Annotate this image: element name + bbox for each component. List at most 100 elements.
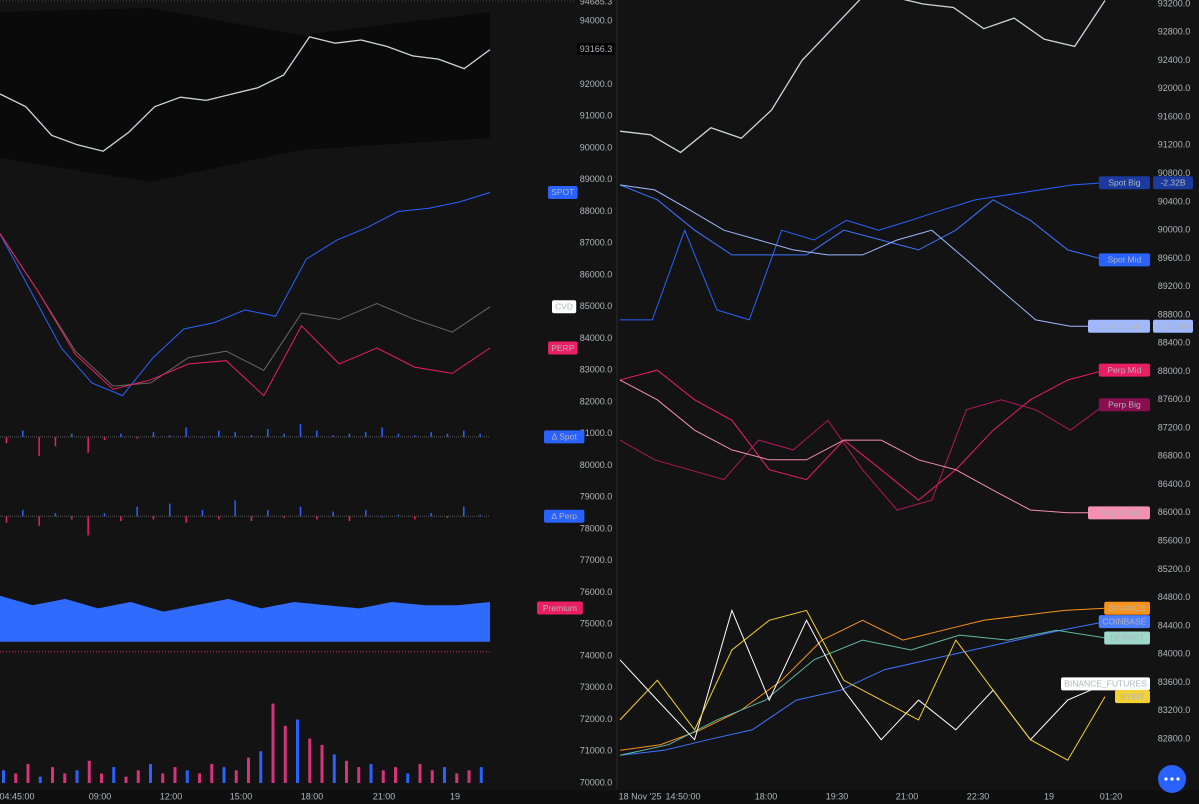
volume-bar <box>406 773 410 783</box>
y-tick-label: 90800.0 <box>1158 168 1191 178</box>
y-tick-label: 82800.0 <box>1158 733 1191 743</box>
x-tick-label: 15:00 <box>230 791 253 801</box>
y-tick-label: 88400.0 <box>1158 338 1191 348</box>
volume-bar <box>124 776 128 783</box>
badge-text: -910.36M <box>1155 321 1191 331</box>
x-tick-label: 18 Nov '25 <box>619 791 662 801</box>
histogram-bar <box>201 436 204 438</box>
histogram-bar <box>365 432 367 437</box>
histogram-bar <box>430 432 432 437</box>
menu-dot <box>1164 777 1168 781</box>
y-tick-label: 89600.0 <box>1158 253 1191 263</box>
histogram-bar <box>5 516 8 523</box>
series-badge <box>548 341 578 355</box>
series-badge <box>1088 506 1150 520</box>
y-tick-label: 84800.0 <box>1158 592 1191 602</box>
histogram-bar <box>348 433 351 437</box>
histogram-bar <box>87 436 89 453</box>
series-badge <box>1153 319 1193 333</box>
y-tick-label: 77000.0 <box>580 555 613 565</box>
y-tick-label: 88000.0 <box>580 206 613 216</box>
volume-bar <box>26 763 30 783</box>
y-tick-label: 73000.0 <box>580 682 613 692</box>
menu-dot <box>1170 777 1174 781</box>
volume-bar <box>247 757 250 783</box>
badge-text: Spot Small <box>1098 321 1139 331</box>
y-tick-label: 85000.0 <box>580 301 613 311</box>
volume-bar <box>63 773 67 783</box>
histogram-bar <box>152 516 155 520</box>
series-badge <box>544 509 585 523</box>
x-tick-label: 19 <box>1044 791 1054 801</box>
histogram-bar <box>71 516 73 520</box>
volume-bar <box>234 770 238 783</box>
badge-text: Δ Perp <box>551 511 577 521</box>
histogram-bar <box>430 513 432 517</box>
y-tick-label: 83600.0 <box>1158 677 1191 687</box>
volume-bar <box>357 767 361 783</box>
right-price-scale <box>1150 0 1199 790</box>
histogram-bar <box>381 516 383 518</box>
y-tick-label: 70000.0 <box>580 777 613 787</box>
y-tick-label: 90000.0 <box>580 142 613 152</box>
y-tick-label: 92800.0 <box>1158 27 1191 37</box>
volume-bar <box>467 770 471 783</box>
volume-bar <box>259 751 263 783</box>
y-tick-label: 80000.0 <box>580 460 613 470</box>
last-price-box <box>577 43 615 55</box>
volume-bar <box>75 770 79 783</box>
x-tick-label: 18:00 <box>755 791 778 801</box>
volume-bar <box>100 773 103 783</box>
y-tick-label: 92400.0 <box>1158 55 1191 65</box>
series-badge <box>1153 176 1193 190</box>
y-tick-label: 89200.0 <box>1158 281 1191 291</box>
y-tick-label: 82000.0 <box>580 396 613 406</box>
badge-text: Perp Big <box>1108 399 1141 409</box>
histogram-bar <box>299 506 302 517</box>
badge-text: DERIBIT <box>1110 633 1144 643</box>
y-tick-label: 79000.0 <box>580 492 613 502</box>
indicator-line <box>0 233 491 387</box>
histogram-bar <box>479 514 481 517</box>
badge-text: Δ Spot <box>552 432 578 442</box>
histogram-bar <box>218 430 220 437</box>
left-price-scale <box>575 0 617 790</box>
volume-bar <box>185 770 189 783</box>
histogram-bar <box>38 516 40 526</box>
histogram-bar <box>446 516 449 518</box>
price-scale-top-label: 94685.3 <box>580 0 613 6</box>
series-badge <box>1061 677 1150 691</box>
volume-bar <box>283 725 287 783</box>
histogram-bar <box>283 433 285 437</box>
histogram-bar <box>463 430 465 437</box>
histogram-bar <box>234 432 236 437</box>
y-tick-label: 91200.0 <box>1158 140 1191 150</box>
volume-bar <box>430 770 434 783</box>
series-line <box>619 609 1106 761</box>
y-tick-label: 85600.0 <box>1158 535 1191 545</box>
badge-text: BINANCE_FUTURES <box>1064 679 1147 689</box>
volume-bar <box>381 770 385 783</box>
histogram-bar <box>381 427 383 437</box>
series-line <box>619 399 1106 511</box>
badge-text: SPOT <box>551 187 574 197</box>
menu-button[interactable] <box>1158 765 1186 793</box>
histogram-bar <box>54 436 57 447</box>
badge-text: Spot Mid <box>1108 255 1142 265</box>
y-tick-label: 81000.0 <box>580 428 613 438</box>
series-badge <box>1098 398 1150 412</box>
badge-text: Premium <box>543 603 577 613</box>
histogram-bar <box>332 511 334 517</box>
series-line <box>619 621 1106 756</box>
y-tick-label: 75000.0 <box>580 619 613 629</box>
series-line <box>620 182 1106 321</box>
histogram-bar <box>397 514 400 517</box>
volume-bar <box>38 776 42 783</box>
histogram-bar <box>71 433 73 437</box>
series-badge <box>1098 615 1150 629</box>
y-tick-label: 78000.0 <box>580 523 613 533</box>
histogram-bar <box>479 433 481 437</box>
y-tick-label: 84400.0 <box>1158 620 1191 630</box>
